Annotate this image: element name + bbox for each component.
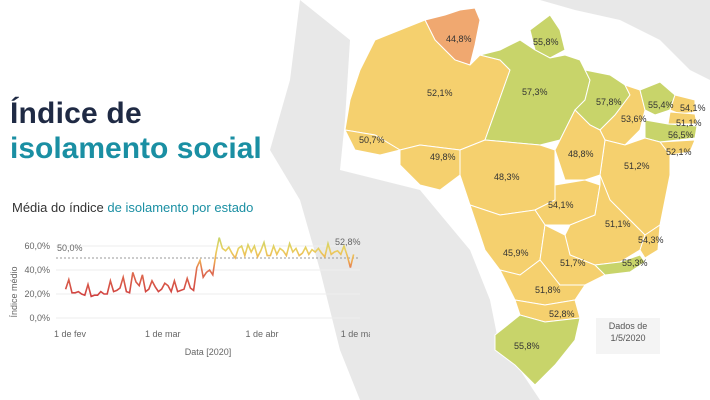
state-value-RS: 55,8% <box>514 341 540 351</box>
state-value-AC: 50,7% <box>359 135 385 145</box>
line-chart: 0,0% 20,0% 40,0% 60,0% 1 de fev 1 de mar 1 de … <box>9 237 370 357</box>
y-tick-label: 60,0% <box>24 241 50 251</box>
state-TO <box>554 109 606 181</box>
state-value-MG: 51,1% <box>605 219 631 229</box>
state-value-PE: 56,5% <box>668 130 694 140</box>
state-value-AL: 52,1% <box>666 147 692 157</box>
state-value-RN: 54,1% <box>680 103 706 113</box>
state-value-MT: 48,3% <box>494 172 520 182</box>
state-value-PR: 51,8% <box>535 285 561 295</box>
data-date-box: Dados de 1/5/2020 <box>596 318 660 354</box>
state-value-PA: 57,3% <box>522 87 548 97</box>
state-value-TO: 48,8% <box>568 149 594 159</box>
state-AC <box>344 129 402 156</box>
x-tick-label: 1 de abr <box>245 329 278 339</box>
state-RJ <box>593 254 646 276</box>
y-tick-label: 40,0% <box>24 265 50 275</box>
last-value-label: 52,8% <box>335 237 361 247</box>
y-tick-label: 0,0% <box>29 313 50 323</box>
state-value-GO: 54,1% <box>548 200 574 210</box>
state-value-RJ: 55,3% <box>622 258 648 268</box>
data-date: 1/5/2020 <box>610 333 646 343</box>
state-RO <box>399 144 461 191</box>
state-value-PI: 53,6% <box>621 114 647 124</box>
series-line <box>64 237 355 298</box>
state-value-MS: 45,9% <box>503 248 529 258</box>
state-PB <box>667 111 698 125</box>
state-value-PB: 51,1% <box>676 118 702 128</box>
state-value-AP: 55,8% <box>533 37 559 47</box>
page-title-line1: Índice de <box>10 97 142 130</box>
subtitle-part2: de isolamento por estado <box>107 200 254 215</box>
data-source-label: Dados de <box>608 321 648 331</box>
state-value-RR: 44,8% <box>446 34 472 44</box>
state-AM <box>344 19 511 151</box>
state-value-RO: 49,8% <box>430 152 456 162</box>
x-tick-label: 1 de fev <box>54 329 87 339</box>
state-value-AM: 52,1% <box>427 88 453 98</box>
state-value-SP: 51,7% <box>560 258 586 268</box>
subtitle-part1: Média do índice <box>12 200 108 215</box>
reference-line-label: 50,0% <box>57 243 83 253</box>
state-value-BA: 51,2% <box>624 161 650 171</box>
state-value-ES: 54,3% <box>638 235 664 245</box>
y-axis-label: Índice médio <box>9 266 19 317</box>
x-axis-label: Data [2020] <box>185 347 232 357</box>
chart-subtitle: Média do índice de isolamento por estado <box>12 200 253 215</box>
state-value-MA: 57,8% <box>596 97 622 107</box>
state-ES <box>639 224 661 259</box>
state-value-CE: 55,4% <box>648 100 674 110</box>
state-RS <box>494 314 581 386</box>
x-tick-label: 1 de mar <box>145 329 181 339</box>
x-tick-label: 1 de mai <box>341 329 370 339</box>
page-title-line2: isolamento social <box>10 132 262 165</box>
neighbor-countries <box>270 0 710 400</box>
y-tick-label: 20,0% <box>24 289 50 299</box>
state-value-SC: 52,8% <box>549 309 575 319</box>
